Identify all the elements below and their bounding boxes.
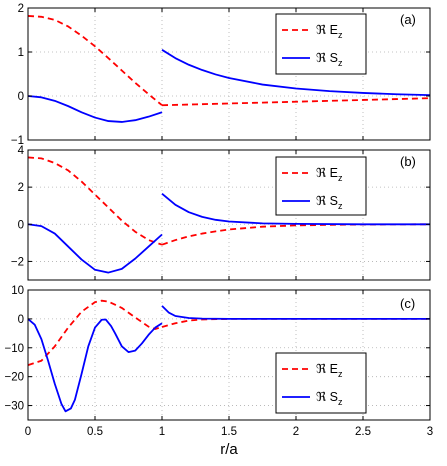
x-tick-label: 1.5 bbox=[221, 426, 237, 438]
panel-label: (c) bbox=[400, 296, 415, 311]
legend-entry-label: ℜ Sz bbox=[316, 51, 343, 68]
re-sz-line-segment bbox=[27, 318, 163, 413]
y-tick-label: 1 bbox=[18, 47, 24, 59]
y-tick-label: 10 bbox=[11, 285, 24, 297]
legend-entry-subscript: z bbox=[338, 173, 343, 183]
panel-a: −1 0 1 2 ℜ Ez ℜ Sz (a) bbox=[11, 3, 431, 147]
panel-label: (b) bbox=[400, 154, 416, 169]
legend-entry-label: ℜ Sz bbox=[316, 390, 343, 407]
legend-box bbox=[275, 156, 367, 216]
panel-label: (a) bbox=[400, 12, 416, 27]
legend-box bbox=[275, 13, 367, 75]
legend-entry-subscript: z bbox=[338, 201, 343, 211]
y-tick-label: −30 bbox=[4, 401, 24, 413]
y-tick-label: 0 bbox=[18, 219, 24, 231]
legend-entry-subscript: z bbox=[338, 30, 343, 40]
y-tick-label: −10 bbox=[4, 343, 24, 355]
re-ez-line-segment bbox=[27, 299, 163, 366]
y-tick-label: 4 bbox=[18, 145, 25, 157]
re-ez-line-segment bbox=[161, 97, 431, 107]
y-tick-label: −1 bbox=[11, 135, 24, 147]
legend-entry-label: ℜ Ez bbox=[316, 23, 343, 40]
panel-b: −2 0 2 4 ℜ Ez ℜ Sz (b) bbox=[11, 145, 431, 281]
re-sz-line-segment bbox=[161, 305, 430, 320]
legend-entry-subscript: z bbox=[338, 397, 343, 407]
x-tick-label: 2.5 bbox=[355, 426, 371, 438]
x-tick-label: 0 bbox=[25, 426, 31, 438]
legend-entry-label: ℜ Sz bbox=[316, 194, 343, 211]
y-tick-label: 2 bbox=[18, 182, 24, 194]
re-sz-line-segment bbox=[161, 49, 431, 97]
y-tick-label: 0 bbox=[18, 314, 24, 326]
legend-entry-label: ℜ Ez bbox=[316, 166, 343, 183]
legend-entry-subscript: z bbox=[338, 58, 343, 68]
y-tick-label: 0 bbox=[18, 91, 24, 103]
x-tick-label: 1 bbox=[159, 426, 165, 438]
legend-box bbox=[275, 352, 367, 414]
y-tick-label: −20 bbox=[4, 372, 24, 384]
legend-entry-label: ℜ Ez bbox=[316, 362, 343, 379]
re-sz-line-segment bbox=[27, 223, 163, 274]
re-ez-line-segment bbox=[27, 15, 163, 106]
x-axis-label: r/a bbox=[220, 441, 238, 458]
x-tick-label: 3 bbox=[427, 426, 433, 438]
x-tick-label: 0.5 bbox=[87, 426, 103, 438]
legend-entry-subscript: z bbox=[338, 369, 343, 379]
re-sz-line-segment bbox=[161, 192, 430, 226]
y-tick-label: 2 bbox=[18, 3, 24, 15]
y-tick-label: −2 bbox=[11, 256, 24, 268]
panel-c: 0 0.5 1 1.5 2 2.5 3 −30 −20 −10 0 10 ℜ Ez ℜ Sz (c) r/a bbox=[4, 285, 433, 458]
re-sz-line-segment bbox=[27, 95, 163, 123]
x-tick-label: 2 bbox=[293, 426, 299, 438]
re-ez-line-segment bbox=[27, 156, 163, 246]
